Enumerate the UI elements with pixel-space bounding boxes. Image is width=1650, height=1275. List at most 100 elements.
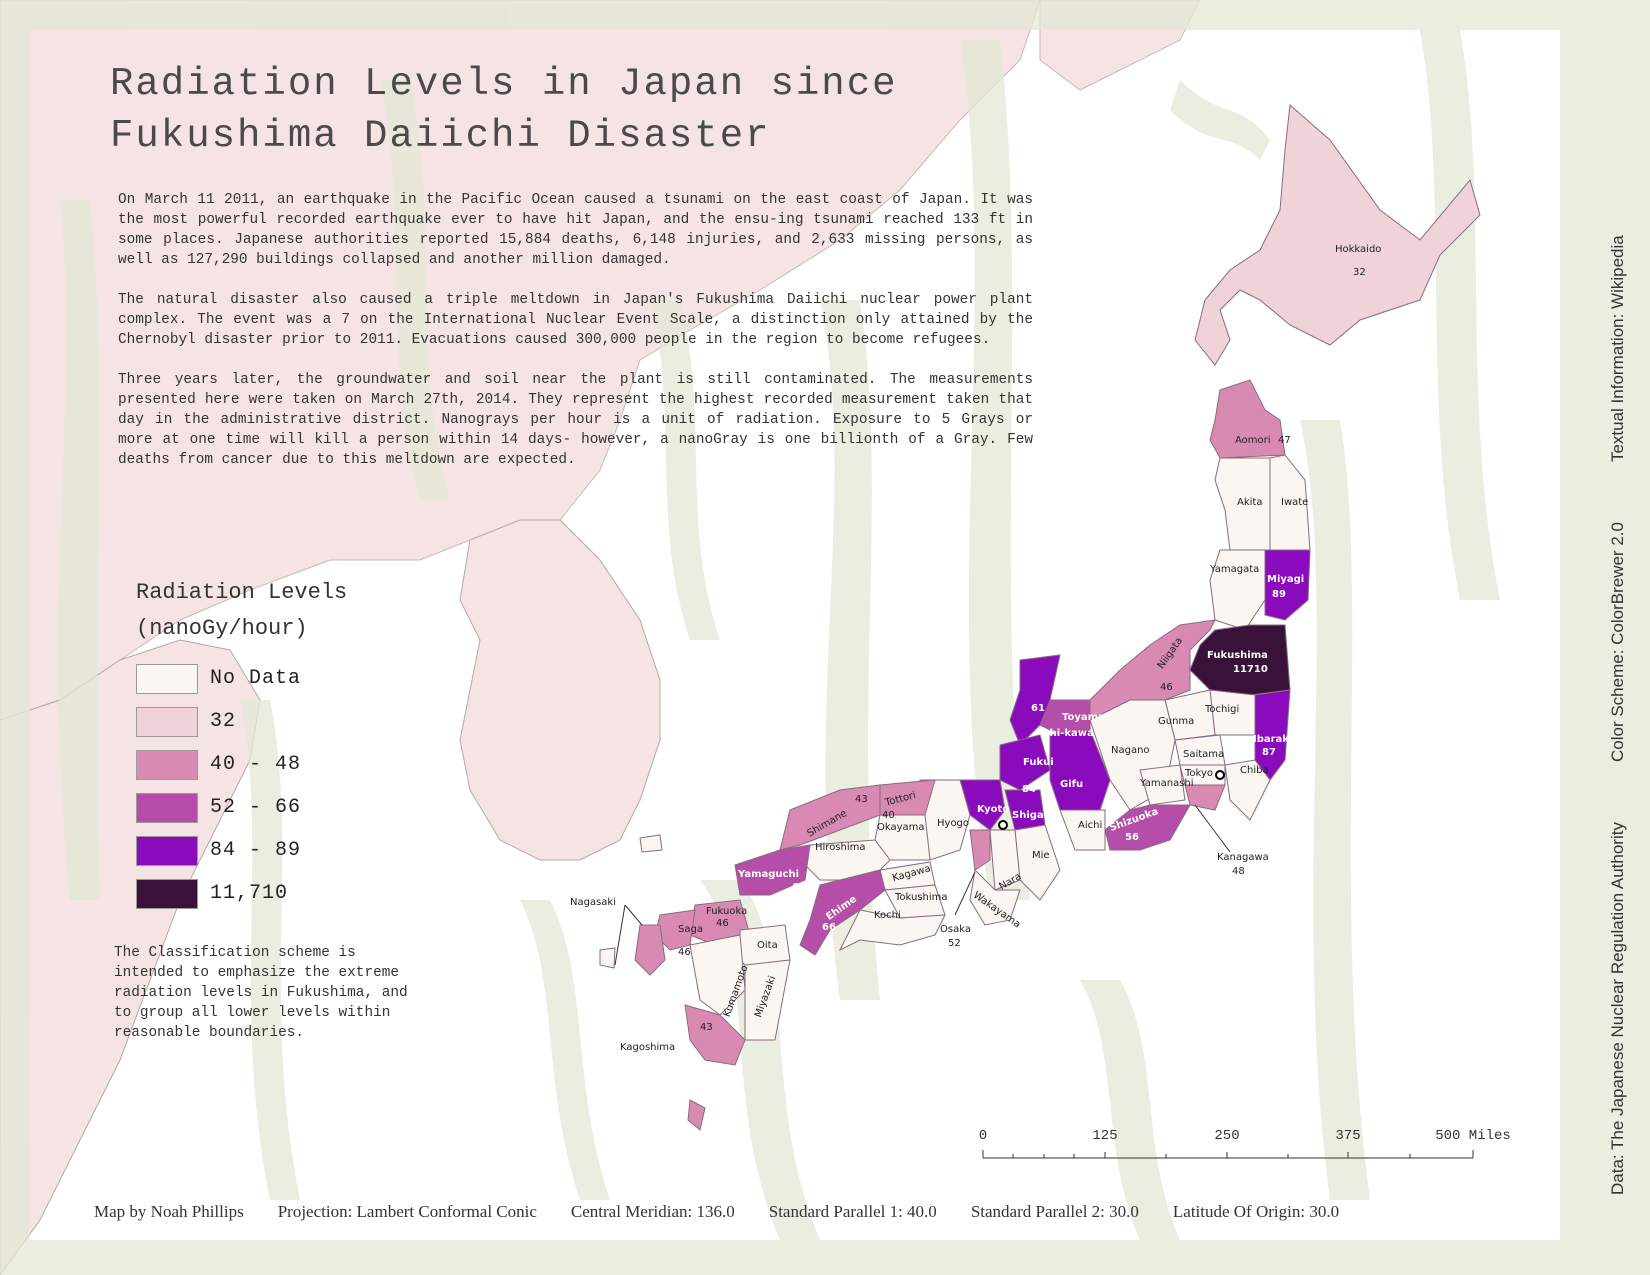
credit-projection: Projection: Lambert Conformal Conic — [277, 1202, 537, 1221]
legend-row: 52 - 66 — [136, 786, 396, 829]
scale-tick-label: 125 — [1092, 1128, 1118, 1144]
prefecture-wakayama — [969, 868, 1021, 926]
label-osaka: Osaka — [940, 924, 971, 935]
value-yamaguchi: 66 — [792, 882, 806, 893]
label-kagoshima: Kagoshima — [620, 1042, 675, 1053]
legend-title-line1: Radiation Levels — [136, 580, 348, 605]
label-shiga: Shiga — [1012, 810, 1044, 821]
label-miyagi: Miyagi — [1267, 574, 1304, 585]
kyoto-city-marker — [998, 820, 1008, 830]
legend-swatch — [136, 835, 198, 866]
credit-data-source: Data: The Japanese Nuclear Regulation Au… — [1608, 822, 1627, 1195]
intro-paragraph: On March 11 2011, an earthquake in the P… — [118, 192, 1033, 268]
prefecture-kumamoto — [689, 934, 746, 1016]
intro-paragraph: The natural disaster also caused a tripl… — [118, 292, 1033, 348]
prefecture-miyazaki — [744, 959, 791, 1041]
prefecture-miyagi — [1264, 549, 1311, 621]
scale-tick-label: 250 — [1214, 1128, 1240, 1144]
legend-label: 84 - 89 — [210, 839, 302, 862]
map-title-line2: Fukushima Daiichi Disaster — [110, 114, 771, 158]
leader-lines — [614, 804, 1231, 966]
label-yamanashi: Yamanashi — [1139, 778, 1194, 789]
prefecture-osaka — [969, 829, 991, 871]
credit-author: Map by Noah Phillips — [94, 1202, 244, 1221]
prefecture-aomori — [1209, 379, 1286, 459]
footer-credits: Map by Noah Phillips Projection: Lambert… — [94, 1202, 1614, 1222]
map-title-line1: Radiation Levels in Japan since — [110, 62, 898, 106]
scale-bar: 0 125 250 375 500 Miles — [978, 1128, 1511, 1178]
label-toyama: Toyama — [1062, 712, 1105, 723]
label-aichi: Aichi — [1078, 820, 1102, 831]
value-aomori: 47 — [1278, 435, 1291, 446]
label-yamaguchi: Yamaguchi — [737, 869, 799, 880]
map-title: Radiation Levels in Japan since Fukushim… — [110, 58, 1010, 162]
credit-text-source: Textual Information: Wikipedia — [1608, 235, 1627, 463]
value-tottori: 43 — [855, 794, 868, 805]
label-chiba: Chiba — [1240, 765, 1269, 776]
label-kanagawa: Kanagawa — [1217, 852, 1269, 863]
legend: Radiation Levels (nanoGy/hour) No Data 3… — [136, 575, 396, 915]
prefecture-yamagata — [1209, 549, 1266, 631]
label-iwate: Iwate — [1281, 497, 1308, 508]
prefecture-aichi — [1059, 809, 1106, 851]
legend-label: 11,710 — [210, 882, 289, 905]
credit-latitude-origin: Latitude Of Origin: 30.0 — [1172, 1202, 1340, 1221]
credit-color-scheme: Color Scheme: ColorBrewer 2.0 — [1608, 522, 1627, 763]
label-aomori: Aomori — [1235, 435, 1271, 446]
prefecture-ishikawa — [1009, 654, 1061, 746]
value-kagoshima: 43 — [700, 1022, 713, 1033]
prefecture-iwate — [1269, 454, 1311, 551]
label-saga: Saga — [678, 924, 703, 935]
credit-standard-parallel-2: Standard Parallel 2: 30.0 — [970, 1202, 1139, 1221]
legend-label: 40 - 48 — [210, 753, 302, 776]
legend-row: 11,710 — [136, 872, 396, 915]
value-ehime: 66 — [822, 922, 836, 933]
legend-row: 40 - 48 — [136, 743, 396, 786]
label-hokkaido: Hokkaido — [1335, 244, 1381, 255]
value-fukushima: 11710 — [1233, 664, 1268, 675]
prefecture-hokkaido — [1194, 103, 1481, 366]
legend-rows: No Data 32 40 - 48 52 - 66 84 - 89 11,71… — [136, 657, 396, 915]
scale-tick-label: 0 — [978, 1128, 988, 1144]
prefecture-kanagawa — [1184, 784, 1226, 811]
legend-label: 32 — [210, 710, 237, 733]
tokyo-city-marker — [1215, 770, 1225, 780]
legend-swatch — [136, 792, 198, 823]
legend-title-line2: (nanoGy/hour) — [136, 616, 308, 641]
label-saitama: Saitama — [1183, 749, 1224, 760]
label-oita: Oita — [757, 940, 778, 951]
legend-swatch — [136, 706, 198, 737]
label-fukui: Fukui — [1023, 757, 1054, 768]
prefecture-yamaguchi — [734, 844, 811, 896]
value-shimane: 40 — [882, 810, 895, 821]
label-fukushima: Fukushima — [1207, 650, 1268, 661]
label-akita: Akita — [1237, 497, 1262, 508]
value-fukuoka: 46 — [716, 918, 729, 929]
legend-label: No Data — [210, 667, 302, 690]
label-gifu: Gifu — [1060, 779, 1083, 790]
legend-row: 32 — [136, 700, 396, 743]
prefecture-kochi — [838, 909, 946, 952]
prefecture-nara — [989, 829, 1021, 891]
label-tochigi: Tochigi — [1204, 704, 1239, 715]
credit-central-meridian: Central Meridian: 136.0 — [570, 1202, 735, 1221]
value-shizuoka: 56 — [1125, 832, 1139, 843]
legend-label: 52 - 66 — [210, 796, 302, 819]
scale-ruler — [982, 1150, 1474, 1159]
prefecture-yamanashi — [1139, 764, 1186, 806]
label-kyoto: Kyoto — [977, 804, 1009, 815]
value-niigata: 46 — [1160, 682, 1173, 693]
prefecture-okayama — [874, 814, 931, 861]
label-tokyo: Tokyo — [1184, 768, 1213, 779]
label-hyogo: Hyogo — [937, 818, 969, 829]
prefecture-chiba — [1224, 759, 1271, 821]
value-saga: 46 — [678, 947, 691, 958]
label-yamagata: Yamagata — [1209, 564, 1259, 575]
prefecture-ehime — [799, 869, 886, 956]
value-kanagawa: 48 — [1232, 866, 1245, 877]
classification-note: The Classification scheme is intended to… — [114, 945, 408, 1041]
prefecture-shizuoka — [1104, 804, 1191, 851]
legend-swatch — [136, 749, 198, 780]
legend-swatch — [136, 663, 198, 694]
value-ibaraki: 87 — [1262, 747, 1276, 758]
